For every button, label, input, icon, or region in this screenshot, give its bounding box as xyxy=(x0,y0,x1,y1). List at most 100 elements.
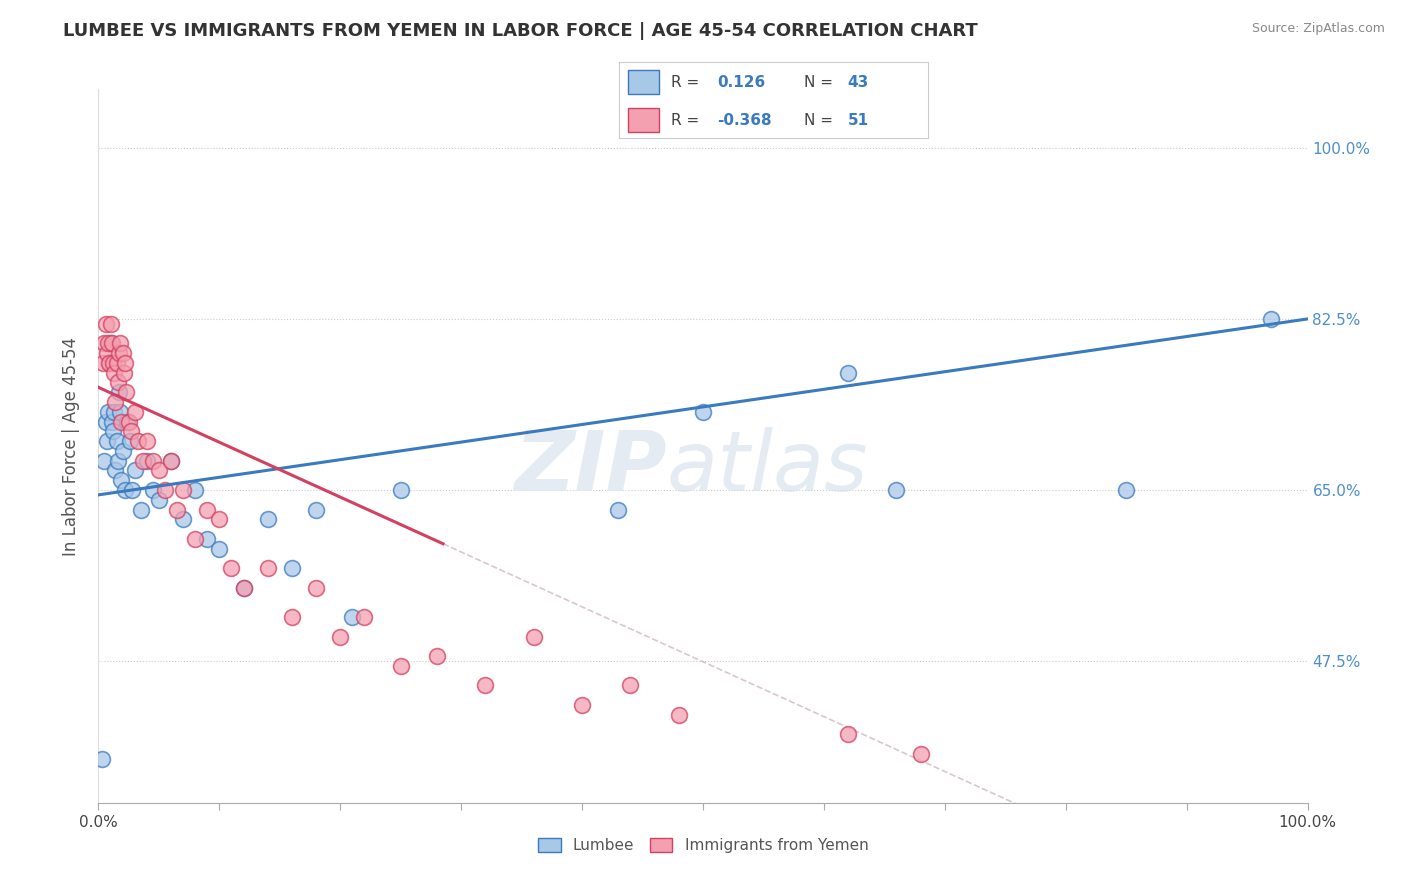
Point xyxy=(100,415,122,429)
Point xyxy=(114,356,136,370)
Point xyxy=(105,434,128,449)
Point xyxy=(1115,483,1137,497)
Point xyxy=(98,356,121,370)
Point xyxy=(93,453,115,467)
Text: -0.368: -0.368 xyxy=(717,112,772,128)
Point xyxy=(108,346,131,360)
Point xyxy=(94,415,117,429)
Point xyxy=(129,502,152,516)
Point xyxy=(692,405,714,419)
Point xyxy=(107,376,129,390)
Point xyxy=(1260,312,1282,326)
Point xyxy=(96,346,118,360)
Point xyxy=(160,453,183,467)
Point xyxy=(389,483,412,497)
Point xyxy=(172,512,194,526)
Point xyxy=(837,727,859,741)
Point xyxy=(305,581,328,595)
Text: 0.126: 0.126 xyxy=(717,75,766,90)
Point xyxy=(474,678,496,692)
Point xyxy=(232,581,254,595)
Point xyxy=(256,561,278,575)
Point xyxy=(100,336,122,351)
Text: ZIP: ZIP xyxy=(515,427,666,508)
Point xyxy=(107,453,129,467)
Point xyxy=(111,346,134,360)
Point xyxy=(281,610,304,624)
Point xyxy=(96,434,118,449)
Point xyxy=(91,356,114,370)
Point xyxy=(148,463,170,477)
Point xyxy=(110,473,132,487)
Point xyxy=(571,698,593,712)
Point xyxy=(124,463,146,477)
Point xyxy=(93,336,115,351)
Text: 43: 43 xyxy=(848,75,869,90)
Point xyxy=(166,502,188,516)
Point xyxy=(118,415,141,429)
Point xyxy=(256,512,278,526)
Y-axis label: In Labor Force | Age 45-54: In Labor Force | Age 45-54 xyxy=(62,336,80,556)
Point xyxy=(221,561,243,575)
Point xyxy=(112,366,135,380)
Point xyxy=(132,453,155,467)
Point xyxy=(118,434,141,449)
Text: R =: R = xyxy=(671,75,699,90)
Point xyxy=(100,336,122,351)
Point xyxy=(97,405,120,419)
Point xyxy=(195,502,218,516)
Point xyxy=(124,405,146,419)
Legend: Lumbee, Immigrants from Yemen: Lumbee, Immigrants from Yemen xyxy=(531,832,875,859)
Bar xyxy=(628,70,659,95)
Point xyxy=(111,443,134,458)
Point xyxy=(104,395,127,409)
Text: N =: N = xyxy=(804,75,834,90)
Point xyxy=(127,434,149,449)
Point xyxy=(184,532,207,546)
Point xyxy=(195,532,218,546)
Point xyxy=(619,678,641,692)
Text: atlas: atlas xyxy=(666,427,869,508)
Point xyxy=(153,483,176,497)
Point xyxy=(142,483,165,497)
Point xyxy=(160,453,183,467)
Point xyxy=(305,502,328,516)
Point xyxy=(668,707,690,722)
Text: 51: 51 xyxy=(848,112,869,128)
Point xyxy=(105,356,128,370)
Point xyxy=(389,659,412,673)
Point xyxy=(342,610,364,624)
Point xyxy=(910,747,932,761)
Point xyxy=(91,752,114,766)
Point xyxy=(208,512,231,526)
Point xyxy=(135,434,157,449)
Point xyxy=(114,483,136,497)
Point xyxy=(329,630,352,644)
Point xyxy=(232,581,254,595)
Point xyxy=(117,415,139,429)
Point xyxy=(108,405,131,419)
Point xyxy=(523,630,546,644)
Point xyxy=(607,502,630,516)
Point xyxy=(115,385,138,400)
Point xyxy=(142,453,165,467)
Point xyxy=(104,463,127,477)
Point xyxy=(94,317,117,331)
Point xyxy=(353,610,375,624)
Point xyxy=(101,356,124,370)
Point xyxy=(100,317,122,331)
Text: Source: ZipAtlas.com: Source: ZipAtlas.com xyxy=(1251,22,1385,36)
Point xyxy=(108,385,131,400)
Point xyxy=(208,541,231,556)
Point xyxy=(120,425,142,439)
Point xyxy=(148,492,170,507)
Text: N =: N = xyxy=(804,112,834,128)
Point xyxy=(103,366,125,380)
Point xyxy=(97,336,120,351)
Point xyxy=(837,366,859,380)
Text: LUMBEE VS IMMIGRANTS FROM YEMEN IN LABOR FORCE | AGE 45-54 CORRELATION CHART: LUMBEE VS IMMIGRANTS FROM YEMEN IN LABOR… xyxy=(63,22,979,40)
Bar xyxy=(628,108,659,132)
Point xyxy=(101,425,124,439)
Point xyxy=(108,336,131,351)
Point xyxy=(98,356,121,370)
